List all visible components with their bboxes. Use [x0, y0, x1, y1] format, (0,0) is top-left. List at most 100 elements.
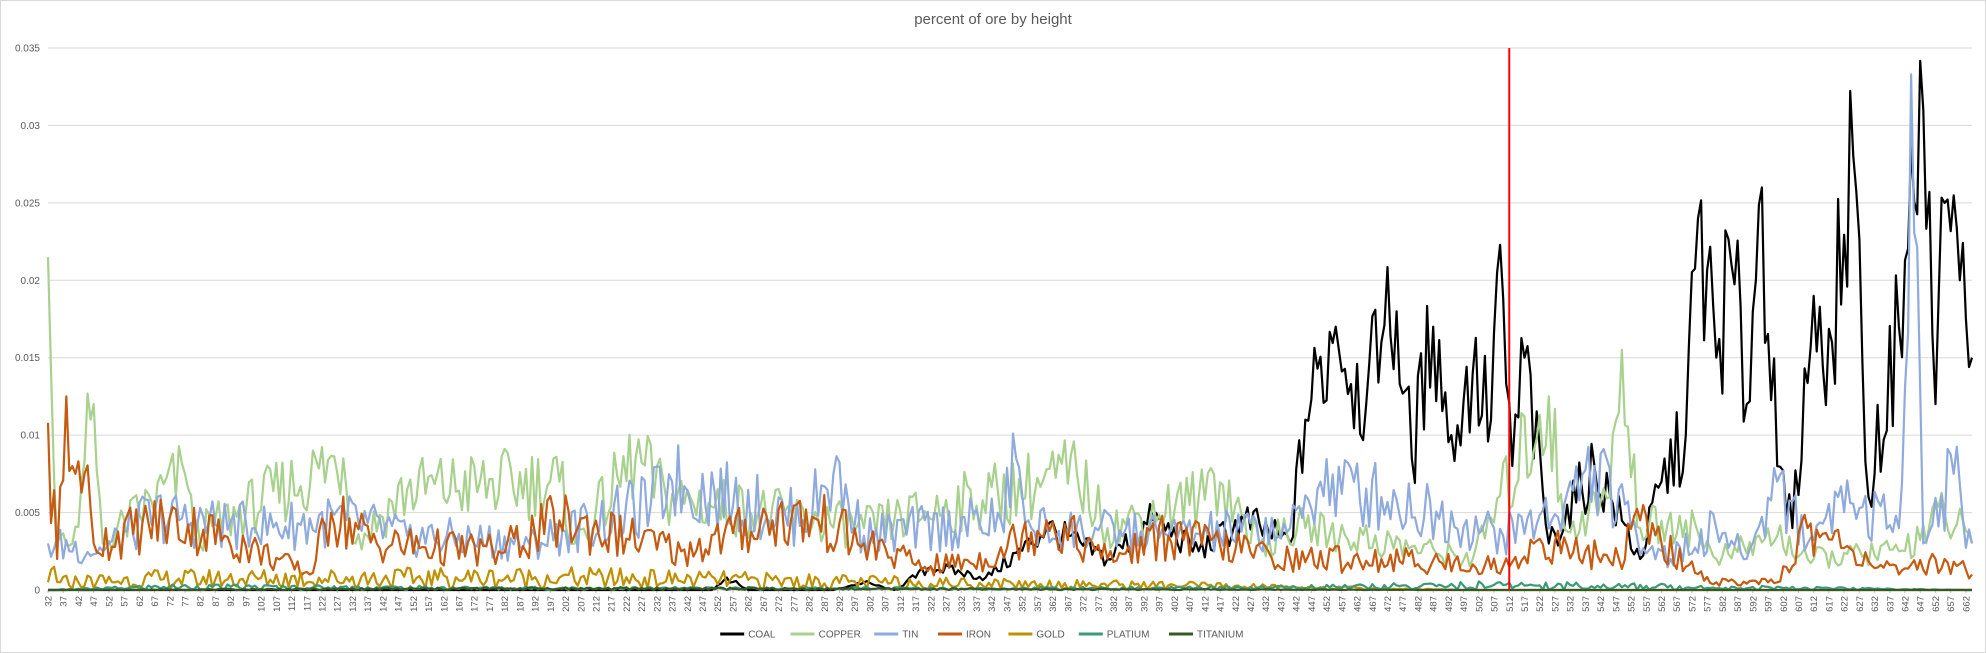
x-tick-label: 77: [180, 596, 191, 607]
x-tick-label: 37: [59, 596, 70, 607]
x-tick-label: 287: [820, 596, 831, 612]
legend-label: TIN: [902, 630, 918, 641]
x-tick-label: 277: [789, 596, 800, 612]
x-tick-label: 577: [1703, 596, 1714, 612]
x-tick-label: 72: [165, 596, 176, 607]
x-tick-label: 627: [1855, 596, 1866, 612]
x-tick-label: 422: [1231, 596, 1242, 612]
x-tick-label: 607: [1794, 596, 1805, 612]
x-tick-label: 202: [561, 596, 572, 612]
x-tick-label: 302: [865, 596, 876, 612]
x-tick-label: 642: [1901, 596, 1912, 612]
x-tick-label: 602: [1779, 596, 1790, 612]
x-tick-label: 507: [1490, 596, 1501, 612]
x-tick-label: 127: [333, 596, 344, 612]
x-tick-label: 487: [1429, 596, 1440, 612]
x-tick-label: 477: [1398, 596, 1409, 612]
y-tick-label: 0.005: [15, 508, 40, 519]
y-tick-label: 0.01: [21, 431, 41, 442]
x-tick-label: 242: [683, 596, 694, 612]
x-tick-label: 197: [546, 596, 557, 612]
x-tick-label: 657: [1946, 596, 1957, 612]
x-tick-label: 172: [470, 596, 481, 612]
x-tick-label: 132: [348, 596, 359, 612]
x-tick-label: 587: [1733, 596, 1744, 612]
x-tick-label: 322: [926, 596, 937, 612]
x-tick-label: 557: [1642, 596, 1653, 612]
chart-title: percent of ore by height: [914, 11, 1072, 28]
x-tick-label: 207: [576, 596, 587, 612]
x-tick-label: 472: [1383, 596, 1394, 612]
x-tick-label: 412: [1200, 596, 1211, 612]
series-line-copper: [46, 257, 1974, 569]
x-tick-label: 102: [257, 596, 268, 612]
x-tick-label: 572: [1687, 596, 1698, 612]
x-tick-label: 612: [1809, 596, 1820, 612]
legend-label: COAL: [748, 630, 776, 641]
series-lines: [46, 59, 1974, 592]
x-tick-label: 407: [1185, 596, 1196, 612]
x-tick-label: 247: [698, 596, 709, 612]
legend-label: PLATIUM: [1107, 630, 1150, 641]
x-tick-label: 192: [531, 596, 542, 612]
x-tick-label: 482: [1413, 596, 1424, 612]
x-tick-label: 437: [1276, 596, 1287, 612]
x-tick-label: 142: [378, 596, 389, 612]
x-tick-label: 532: [1566, 596, 1577, 612]
x-tick-label: 352: [1018, 596, 1029, 612]
x-tick-label: 282: [805, 596, 816, 612]
y-tick-label: 0: [34, 586, 40, 597]
x-tick-label: 432: [1261, 596, 1272, 612]
x-tick-label: 117: [302, 596, 313, 611]
x-tick-label: 152: [409, 596, 420, 612]
x-tick-label: 377: [1094, 596, 1105, 612]
x-tick-label: 582: [1718, 596, 1729, 612]
x-tick-label: 232: [652, 596, 663, 612]
x-tick-label: 307: [881, 596, 892, 612]
x-tick-label: 157: [424, 596, 435, 612]
x-tick-label: 297: [850, 596, 861, 612]
gridlines: [48, 47, 1972, 591]
x-tick-label: 47: [89, 596, 100, 607]
x-tick-label: 567: [1672, 596, 1683, 612]
x-tick-label: 592: [1748, 596, 1759, 612]
x-tick-label: 517: [1520, 596, 1531, 612]
x-tick-label: 457: [1337, 596, 1348, 612]
x-tick-label: 392: [1139, 596, 1150, 612]
x-tick-label: 427: [1246, 596, 1257, 612]
x-tick-label: 107: [272, 596, 283, 612]
x-tick-label: 92: [226, 596, 237, 607]
x-tick-label: 492: [1444, 596, 1455, 612]
x-tick-label: 467: [1368, 596, 1379, 612]
legend: COAL COPPER TIN IRON GOLD PLATIUM TITANIUM: [720, 630, 1243, 641]
x-tick-label: 262: [744, 596, 755, 612]
x-tick-label: 257: [728, 596, 739, 612]
x-tick-label: 637: [1885, 596, 1896, 612]
x-tick-label: 332: [957, 596, 968, 612]
x-tick-label: 542: [1596, 596, 1607, 612]
x-tick-label: 372: [1079, 596, 1090, 612]
x-tick-label: 187: [515, 596, 526, 612]
x-tick-label: 97: [241, 596, 252, 607]
x-tick-label: 32: [44, 596, 55, 607]
x-tick-label: 547: [1611, 596, 1622, 612]
x-tick-label: 167: [454, 596, 465, 612]
x-tick-label: 182: [500, 596, 511, 612]
x-tick-label: 652: [1931, 596, 1942, 612]
series-line-iron: [46, 395, 1973, 587]
x-tick-label: 442: [1292, 596, 1303, 612]
x-tick-label: 147: [394, 596, 405, 612]
x-tick-label: 447: [1307, 596, 1318, 612]
x-tick-label: 112: [287, 596, 298, 611]
x-tick-label: 177: [485, 596, 496, 612]
x-tick-label: 267: [759, 596, 770, 612]
y-axis: 0 0.005 0.01 0.015 0.02 0.025 0.03 0.035: [15, 44, 40, 597]
x-tick-label: 562: [1657, 596, 1668, 612]
x-tick-label: 342: [987, 596, 998, 612]
x-tick-label: 502: [1474, 596, 1485, 612]
x-tick-label: 52: [104, 596, 115, 607]
y-tick-label: 0.02: [21, 276, 41, 287]
x-tick-label: 217: [607, 596, 618, 612]
x-tick-label: 357: [1033, 596, 1044, 612]
x-tick-label: 452: [1322, 596, 1333, 612]
